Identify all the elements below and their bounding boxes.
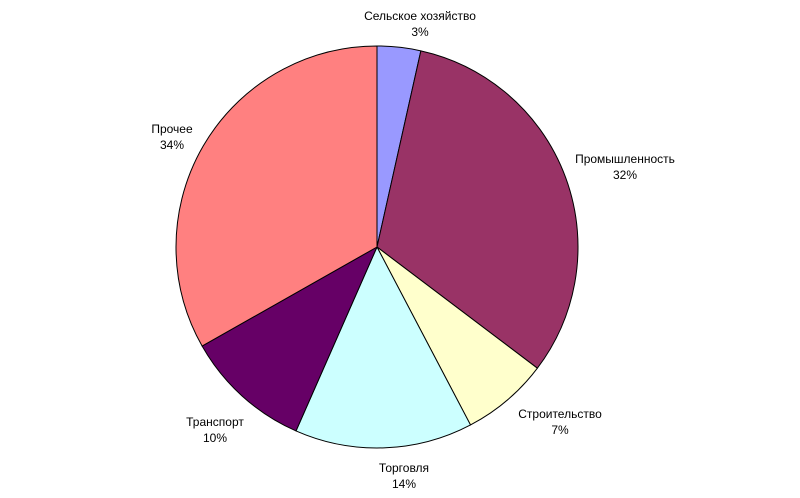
- slice-label-4: Транспорт: [186, 415, 244, 429]
- slices-layer: [175, 45, 579, 449]
- slice-percent-0: 3%: [411, 25, 429, 39]
- slice-percent-3: 14%: [392, 477, 416, 491]
- slice-percent-2: 7%: [551, 423, 569, 437]
- slice-percent-4: 10%: [203, 431, 227, 445]
- slice-label-2: Строительство: [518, 407, 602, 421]
- slice-percent-5: 34%: [160, 138, 184, 152]
- pie-slice-4: [201, 246, 378, 432]
- slice-label-5: Прочее: [151, 122, 193, 136]
- pie-slice-3: [295, 246, 471, 449]
- labels-layer: Сельское хозяйство 3% Промышленность 32% Стр…: [151, 9, 675, 491]
- pie-slice-5: [175, 45, 378, 347]
- slice-label-0: Сельское хозяйство: [364, 9, 476, 23]
- slice-label-1: Промышленность: [575, 152, 675, 166]
- slice-label-3: Торговля: [379, 461, 429, 475]
- pie-slice-1: [376, 50, 579, 369]
- slice-percent-1: 32%: [613, 168, 637, 182]
